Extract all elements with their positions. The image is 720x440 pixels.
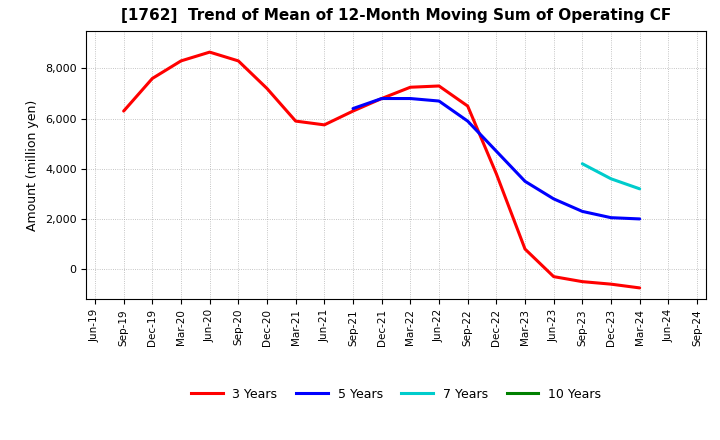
7 Years	[635, 186, 644, 191]
3 Years	[176, 58, 185, 63]
5 Years	[635, 216, 644, 222]
5 Years	[578, 209, 587, 214]
3 Years	[148, 76, 157, 81]
3 Years	[205, 49, 214, 55]
3 Years	[263, 86, 271, 91]
5 Years	[492, 149, 500, 154]
5 Years	[348, 106, 357, 111]
3 Years	[377, 96, 386, 101]
3 Years	[435, 83, 444, 88]
3 Years	[234, 58, 243, 63]
3 Years	[549, 274, 558, 279]
5 Years	[377, 96, 386, 101]
Title: [1762]  Trend of Mean of 12-Month Moving Sum of Operating CF: [1762] Trend of Mean of 12-Month Moving …	[121, 7, 671, 23]
3 Years	[406, 84, 415, 90]
Y-axis label: Amount (million yen): Amount (million yen)	[27, 99, 40, 231]
3 Years	[120, 108, 128, 114]
5 Years	[406, 96, 415, 101]
5 Years	[607, 215, 616, 220]
5 Years	[435, 99, 444, 104]
3 Years	[521, 246, 529, 252]
7 Years	[578, 161, 587, 166]
Line: 7 Years: 7 Years	[582, 164, 639, 189]
Line: 3 Years: 3 Years	[124, 52, 639, 288]
5 Years	[521, 179, 529, 184]
Legend: 3 Years, 5 Years, 7 Years, 10 Years: 3 Years, 5 Years, 7 Years, 10 Years	[186, 383, 606, 406]
3 Years	[607, 282, 616, 287]
5 Years	[549, 196, 558, 202]
3 Years	[578, 279, 587, 284]
3 Years	[492, 171, 500, 176]
3 Years	[464, 103, 472, 109]
3 Years	[292, 118, 300, 124]
3 Years	[348, 108, 357, 114]
3 Years	[635, 285, 644, 290]
5 Years	[464, 118, 472, 124]
3 Years	[320, 122, 328, 128]
7 Years	[607, 176, 616, 181]
Line: 5 Years: 5 Years	[353, 99, 639, 219]
